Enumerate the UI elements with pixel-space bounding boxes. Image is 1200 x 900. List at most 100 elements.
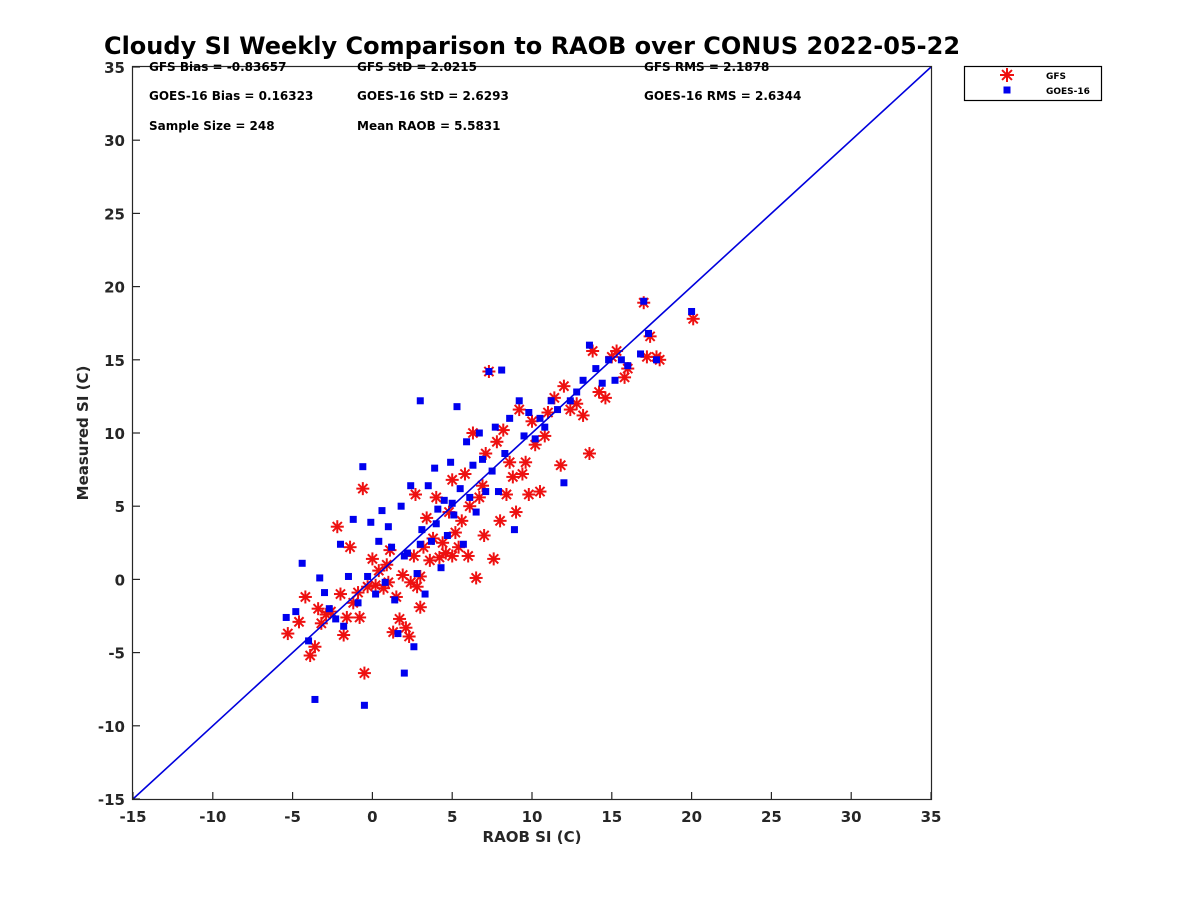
gfs-point [372, 564, 386, 578]
goes-point [605, 356, 613, 364]
goes-point [372, 590, 380, 598]
one-to-one-line [132, 66, 932, 800]
legend-goes-label: GOES-16 [1046, 87, 1090, 97]
goes-point [617, 356, 625, 364]
gfs-point [410, 580, 424, 594]
goes-point [424, 482, 432, 490]
gfs-point [522, 487, 536, 501]
gfs-point [436, 536, 450, 550]
series-gfs [281, 296, 700, 680]
y-tick-label: 0 [115, 571, 125, 589]
gfs-point [340, 610, 354, 624]
goes-point [340, 622, 348, 630]
x-tick-label: -15 [119, 808, 146, 826]
gfs-point [461, 549, 475, 563]
goes-point [488, 467, 496, 475]
goes-point [431, 464, 439, 472]
gfs-point [365, 552, 379, 566]
goes-point [447, 458, 455, 466]
goes-point [375, 537, 383, 545]
goes-point [688, 307, 696, 315]
gfs-point [298, 590, 312, 604]
x-tick-label: 30 [841, 808, 862, 826]
stats-annotations: GFS Bias = -0.83657 GFS StD = 2.0215 GFS… [149, 60, 801, 133]
x-tick-label: 0 [367, 808, 377, 826]
goes-point [321, 589, 329, 597]
gfs-point [396, 568, 410, 582]
gfs-point [413, 600, 427, 614]
x-axis-label: RAOB SI (C) [483, 828, 582, 846]
goes-point [498, 366, 506, 374]
y-tick-label: 5 [115, 498, 125, 516]
goes-point [400, 669, 408, 677]
stat-goes-rms: GOES-16 RMS = 2.6344 [644, 89, 801, 103]
y-tick-label: -10 [98, 718, 125, 736]
gfs-point [361, 580, 375, 594]
gfs-point [533, 485, 547, 499]
goes-point [515, 397, 523, 405]
goes-point [637, 350, 645, 358]
goes-point [611, 376, 619, 384]
gfs-point [445, 473, 459, 487]
gfs-point [538, 429, 552, 443]
goes-point [491, 423, 499, 431]
goes-point [501, 449, 509, 457]
goes-point [416, 540, 424, 548]
gfs-point [311, 602, 325, 616]
legend: GFS GOES-16 [963, 65, 1103, 102]
gfs-point [330, 520, 344, 534]
gfs-point [525, 414, 539, 428]
goes-point [450, 511, 458, 519]
gfs-point [423, 553, 437, 567]
goes-point [418, 526, 426, 534]
goes-point [456, 485, 464, 493]
goes-point [400, 552, 408, 560]
y-axis-ticks: -15 -10 -5 0 5 10 15 20 25 30 35 [98, 59, 140, 809]
gfs-point [356, 482, 370, 496]
legend-gfs-label: GFS [1046, 72, 1066, 82]
gfs-point [308, 640, 322, 654]
x-tick-label: 5 [447, 808, 457, 826]
goes-point [427, 537, 435, 545]
gfs-point [563, 403, 577, 417]
goes-point [463, 438, 471, 446]
stat-gfs-bias: GFS Bias = -0.83657 [149, 60, 286, 74]
goes-point [472, 508, 480, 516]
goes-point [325, 605, 333, 613]
goes-point [388, 543, 396, 551]
gfs-point [519, 455, 533, 469]
goes-point [585, 341, 593, 349]
goes-point [443, 531, 451, 539]
goes-point [466, 493, 474, 501]
goes-point [282, 613, 290, 621]
stat-mean-raob: Mean RAOB = 5.5831 [357, 119, 501, 133]
goes-point [407, 482, 415, 490]
gfs-point [576, 408, 590, 422]
goes-point [459, 540, 467, 548]
goes-point [506, 414, 514, 422]
gfs-point [353, 610, 367, 624]
goes-point [645, 329, 653, 337]
gfs-point [333, 587, 347, 601]
goes-point [485, 368, 493, 376]
gfs-point [393, 612, 407, 626]
y-tick-label: 20 [104, 279, 125, 297]
goes-point [598, 379, 606, 387]
gfs-point [343, 540, 357, 554]
goes-point [624, 362, 632, 370]
goes-point [434, 505, 442, 513]
y-tick-label: -15 [98, 791, 125, 809]
y-axis-label: Measured SI (C) [74, 366, 92, 501]
y-tick-label: 30 [104, 132, 125, 150]
gfs-point [592, 385, 606, 399]
legend-gfs-asterisk [1000, 68, 1014, 82]
legend-goes-square [1003, 86, 1011, 94]
gfs-point [445, 549, 459, 563]
gfs-point [357, 666, 371, 680]
goes-point [332, 615, 340, 623]
goes-point [298, 559, 306, 567]
goes-point [359, 463, 367, 471]
legend-box [963, 65, 1103, 102]
goes-point [652, 356, 660, 364]
gfs-point [408, 487, 422, 501]
